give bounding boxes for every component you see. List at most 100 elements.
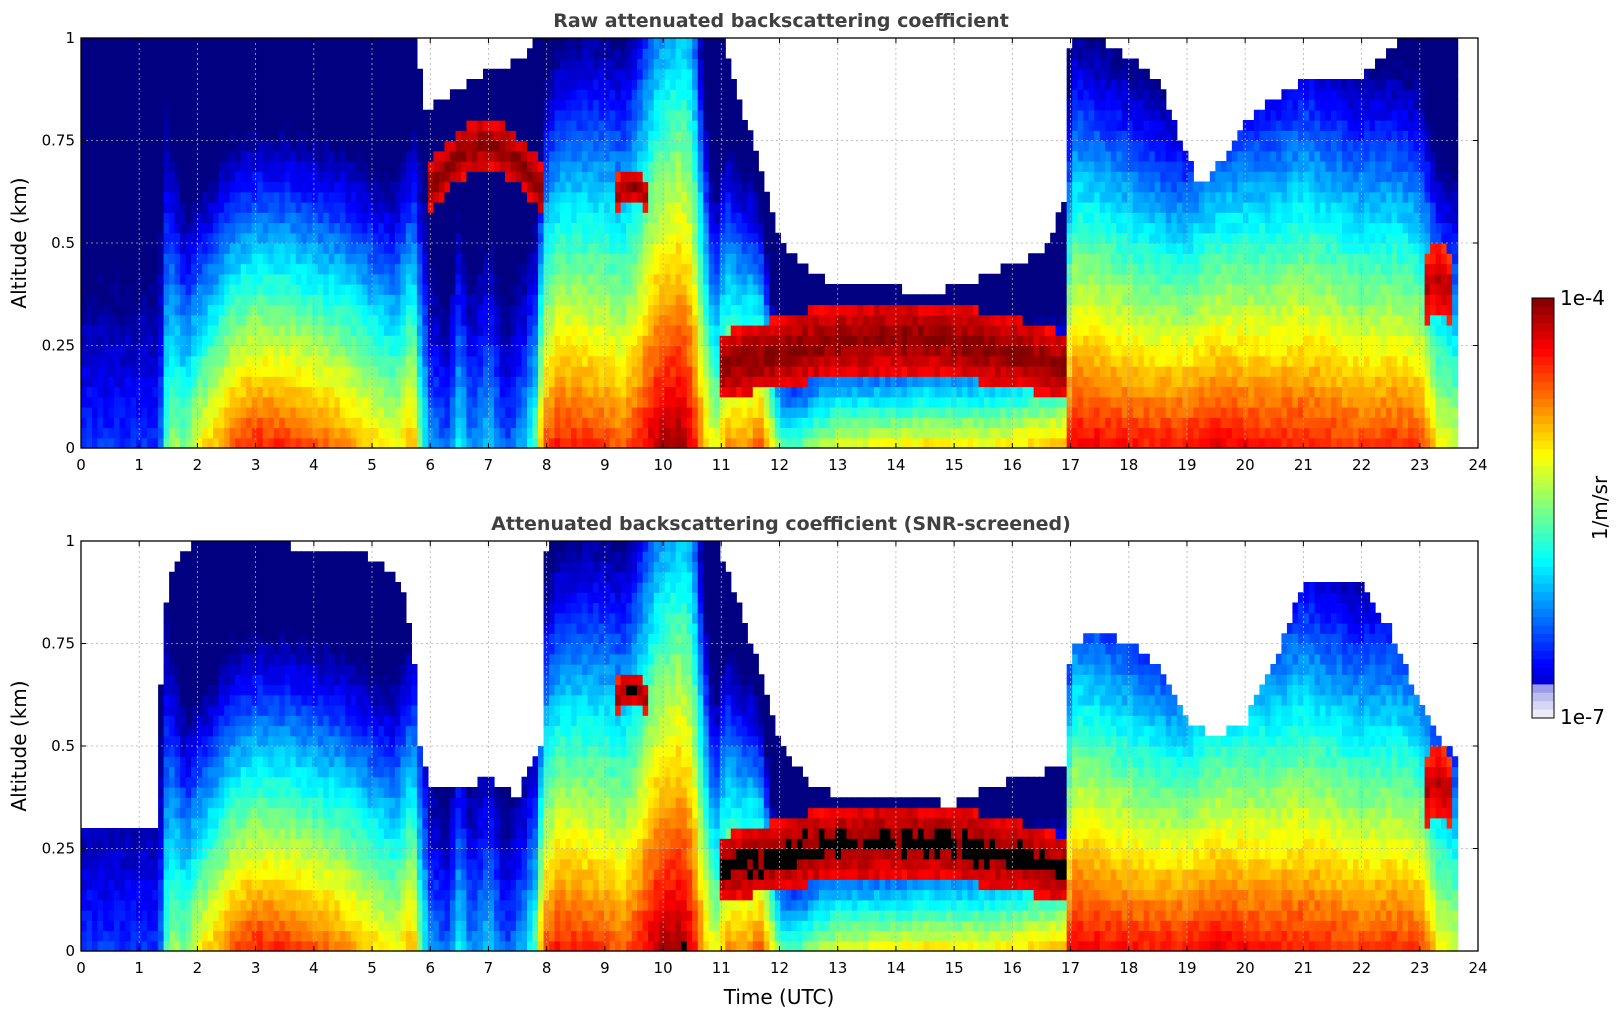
heatmap-cell (433, 325, 440, 336)
heatmap-cell (565, 202, 572, 213)
heatmap-cell (791, 355, 798, 367)
heatmap-cell (532, 181, 539, 193)
heatmap-cell (130, 345, 137, 357)
heatmap-cell (664, 181, 671, 193)
heatmap-cell (444, 325, 451, 336)
heatmap-cell (240, 150, 247, 162)
heatmap-cell (708, 48, 715, 60)
heatmap-cell (604, 120, 611, 131)
heatmap-cell (460, 243, 468, 254)
heatmap-cell (466, 202, 473, 213)
heatmap-cell (141, 38, 148, 49)
heatmap-cell (92, 304, 99, 316)
heatmap-cell (196, 130, 203, 142)
heatmap-cell (416, 212, 424, 224)
heatmap-cell (763, 407, 770, 418)
heatmap-cell (367, 355, 374, 367)
heatmap-cell (719, 171, 726, 183)
heatmap-cell (582, 396, 589, 408)
heatmap-cell (560, 89, 567, 101)
heatmap-cell (796, 284, 803, 295)
heatmap-cell (372, 304, 379, 316)
heatmap-cell (571, 171, 578, 183)
heatmap-cell (81, 171, 88, 183)
heatmap-cell (361, 150, 368, 162)
heatmap-cell (312, 79, 319, 90)
heatmap-cell (587, 294, 594, 306)
heatmap-cell (411, 427, 418, 439)
heatmap-cell (471, 396, 479, 408)
heatmap-cell (466, 273, 473, 285)
heatmap-cell (345, 140, 352, 152)
heatmap-cell (505, 89, 512, 101)
heatmap-cell (477, 253, 484, 265)
heatmap-cell (92, 437, 99, 449)
heatmap-cell (791, 396, 798, 408)
heatmap-cell (240, 191, 247, 203)
heatmap-cell (202, 38, 209, 49)
heatmap-cell (235, 68, 242, 80)
heatmap-cell (719, 335, 726, 347)
heatmap-cell (615, 253, 622, 265)
heatmap-cell (372, 68, 379, 80)
heatmap-cell (422, 243, 429, 254)
heatmap-cell (615, 181, 622, 193)
heatmap-cell (383, 120, 390, 131)
heatmap-cell (174, 130, 181, 142)
heatmap-cell (466, 99, 473, 111)
heatmap-cell (301, 325, 308, 336)
heatmap-cell (747, 345, 754, 357)
heatmap-cell (163, 232, 170, 244)
heatmap-cell (350, 38, 357, 49)
heatmap-cell (339, 355, 346, 367)
heatmap-cell (725, 120, 732, 131)
heatmap-cell (268, 304, 275, 316)
heatmap-cell (703, 417, 710, 429)
heatmap-cell (383, 212, 390, 224)
heatmap-cell (103, 366, 110, 377)
heatmap-cell (604, 407, 611, 418)
heatmap-cell (306, 109, 313, 121)
heatmap-cell (312, 355, 319, 367)
heatmap-cell (719, 191, 726, 203)
heatmap-cell (147, 325, 154, 336)
heatmap-cell (692, 171, 699, 183)
heatmap-cell (158, 140, 165, 152)
heatmap-cell (240, 79, 247, 90)
heatmap-cell (604, 273, 611, 285)
heatmap-cell (802, 335, 809, 347)
heatmap-cell (659, 253, 666, 265)
heatmap-cell (405, 314, 412, 326)
heatmap-cell (692, 427, 699, 439)
heatmap-cell (505, 79, 512, 90)
heatmap-cell (527, 284, 534, 295)
heatmap-cell (609, 181, 616, 193)
heatmap-cell (719, 99, 726, 111)
heatmap-cell (576, 202, 583, 213)
heatmap-cell (367, 376, 374, 388)
heatmap-cell (180, 376, 187, 388)
heatmap-cell (218, 355, 225, 367)
heatmap-cell (637, 407, 644, 418)
heatmap-cell (681, 89, 688, 101)
heatmap-cell (664, 396, 671, 408)
heatmap-cell (273, 376, 280, 388)
heatmap-cell (598, 314, 605, 326)
heatmap-cell (213, 253, 220, 265)
heatmap-cell (163, 304, 170, 316)
heatmap-cell (279, 232, 286, 244)
heatmap-cell (207, 109, 214, 121)
heatmap-cell (593, 325, 600, 336)
heatmap-cell (202, 109, 209, 121)
heatmap-cell (213, 263, 220, 275)
heatmap-cell (147, 345, 154, 357)
heatmap-cell (631, 427, 638, 439)
heatmap-cell (604, 263, 611, 275)
heatmap-cell (763, 191, 770, 203)
heatmap-cell (372, 181, 379, 193)
heatmap-cell (571, 38, 578, 49)
heatmap-cell (163, 58, 170, 70)
heatmap-cell (141, 120, 148, 131)
heatmap-cell (207, 150, 214, 162)
